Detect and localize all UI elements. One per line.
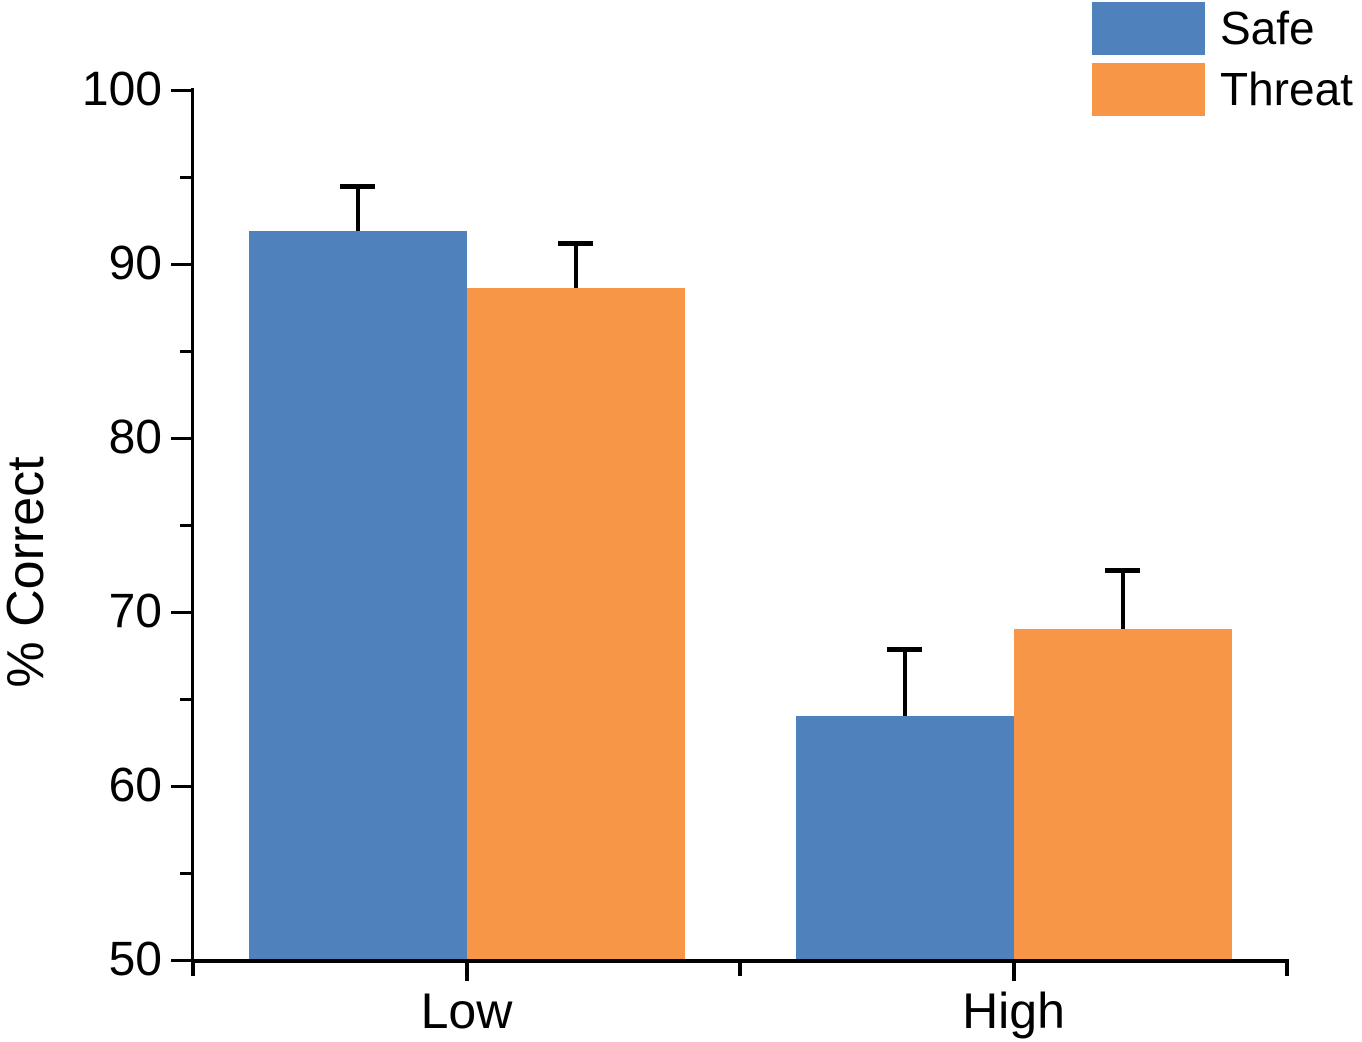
- y-tick-label: 100: [81, 63, 162, 116]
- error-bar-high-safe: [902, 648, 907, 717]
- error-cap-high-safe: [887, 646, 922, 652]
- bar-low-threat: [466, 288, 685, 963]
- y-major-tick: [171, 784, 191, 788]
- y-tick-label: 70: [108, 585, 162, 638]
- legend-label-threat: Threat: [1220, 63, 1353, 115]
- legend-item-safe: Safe: [1092, 2, 1353, 55]
- bar-low-safe: [248, 230, 467, 963]
- legend: Safe Threat: [1092, 2, 1353, 116]
- y-minor-tick: [180, 175, 191, 179]
- y-tick-label: 60: [108, 759, 162, 812]
- x-category-label: High: [962, 983, 1065, 1039]
- legend-item-threat: Threat: [1092, 63, 1353, 116]
- error-cap-low-safe: [340, 183, 375, 189]
- bar-high-threat: [1013, 629, 1232, 963]
- bar-high-safe: [795, 716, 1014, 963]
- x-minor-tick: [738, 963, 742, 976]
- error-bar-low-safe: [355, 185, 360, 231]
- y-tick-label: 80: [108, 411, 162, 464]
- x-minor-tick: [1285, 963, 1289, 976]
- y-minor-tick: [180, 523, 191, 527]
- legend-label-safe: Safe: [1220, 2, 1315, 54]
- y-major-tick: [171, 958, 191, 962]
- x-category-label: Low: [420, 983, 513, 1039]
- error-bar-low-threat: [573, 243, 578, 289]
- x-major-tick: [1011, 963, 1016, 981]
- y-minor-tick: [180, 697, 191, 701]
- y-major-tick: [171, 610, 191, 614]
- y-major-tick: [171, 436, 191, 440]
- y-minor-tick: [180, 349, 191, 353]
- y-axis-line: [191, 88, 194, 975]
- error-cap-low-threat: [558, 241, 593, 247]
- error-bar-high-threat: [1120, 570, 1125, 630]
- legend-swatch-threat: [1092, 63, 1205, 116]
- y-major-tick: [171, 88, 191, 92]
- y-minor-tick: [180, 871, 191, 875]
- x-axis-line: [191, 959, 1289, 963]
- y-tick-label: 90: [108, 237, 162, 290]
- x-minor-tick: [191, 963, 195, 976]
- y-major-tick: [171, 262, 191, 266]
- error-cap-high-threat: [1105, 568, 1140, 574]
- y-tick-label: 50: [108, 933, 162, 986]
- y-axis-title: % Correct: [0, 456, 55, 688]
- x-major-tick: [464, 963, 469, 981]
- legend-swatch-safe: [1092, 2, 1205, 55]
